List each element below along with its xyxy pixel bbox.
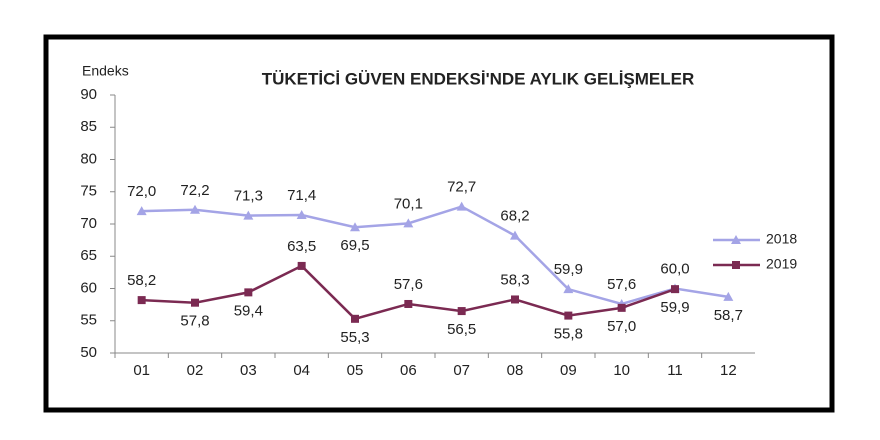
x-tick-label: 02 — [187, 362, 204, 379]
legend-label: 2018 — [766, 231, 797, 247]
y-tick-label: 70 — [80, 215, 97, 232]
data-label: 59,4 — [234, 302, 263, 319]
marker — [456, 201, 467, 211]
y-tick-label: 55 — [80, 312, 97, 329]
marker — [244, 288, 253, 297]
data-label: 63,5 — [287, 238, 316, 255]
marker — [732, 261, 740, 269]
data-label: 55,3 — [340, 329, 369, 346]
y-tick-label: 65 — [80, 247, 97, 264]
marker — [190, 204, 200, 214]
y-tick-label: 85 — [80, 118, 97, 135]
x-tick-label: 05 — [347, 362, 364, 379]
x-tick-label: 12 — [720, 362, 737, 379]
series-line — [141, 205, 729, 306]
marker — [403, 218, 414, 228]
marker — [731, 235, 741, 244]
y-tick-label: 90 — [80, 86, 97, 103]
marker — [511, 295, 519, 304]
data-label: 59,9 — [660, 299, 689, 316]
marker — [671, 285, 679, 294]
frame — [43, 34, 835, 413]
data-label: 70,1 — [394, 195, 423, 212]
chart-title: TÜKETİCİ GÜVEN ENDEKSİ'NDE AYLIK GELİŞME… — [262, 69, 695, 88]
marker — [563, 284, 574, 294]
marker — [191, 298, 199, 307]
y-tick-label: 60 — [80, 279, 97, 296]
x-tick-label: 11 — [667, 362, 683, 379]
marker — [137, 296, 146, 305]
data-label: 60,0 — [660, 260, 689, 277]
marker — [723, 291, 734, 301]
data-label: 55,8 — [554, 326, 583, 343]
x-tick-label: 03 — [240, 362, 257, 379]
marker — [404, 299, 413, 308]
marker — [243, 210, 254, 220]
data-label: 58,2 — [127, 272, 156, 289]
x-tick-label: 10 — [613, 362, 630, 379]
marker — [297, 261, 306, 270]
data-label: 57,8 — [180, 313, 209, 330]
data-label: 68,2 — [500, 208, 529, 225]
x-tick-label: 06 — [400, 362, 417, 379]
y-tick-label: 80 — [80, 150, 97, 167]
data-label: 56,5 — [447, 321, 476, 338]
data-label: 72,2 — [180, 182, 209, 199]
marker — [617, 303, 626, 312]
data-label: 58,3 — [500, 271, 529, 288]
x-tick-label: 01 — [133, 362, 150, 379]
y-tick-label: 75 — [80, 183, 97, 200]
data-label: 71,4 — [287, 187, 316, 204]
marker — [564, 311, 573, 320]
data-label: 59,9 — [554, 261, 583, 278]
data-label: 71,3 — [234, 188, 263, 205]
data-label: 57,6 — [607, 276, 636, 293]
legend-label: 2019 — [766, 256, 797, 272]
x-tick-label: 04 — [293, 362, 310, 379]
data-label: 57,6 — [394, 276, 423, 293]
marker — [457, 307, 466, 316]
data-label: 57,0 — [607, 318, 636, 335]
marker — [136, 206, 147, 216]
data-label: 72,0 — [127, 183, 156, 200]
marker — [350, 222, 360, 232]
y-axis-label: Endeks — [82, 63, 129, 79]
marker — [510, 230, 520, 240]
marker — [351, 314, 359, 323]
data-label: 72,7 — [447, 179, 476, 196]
data-label: 69,5 — [340, 237, 369, 254]
x-tick-label: 07 — [453, 362, 470, 379]
data-label: 58,7 — [714, 307, 743, 324]
y-tick-label: 50 — [80, 344, 97, 361]
x-tick-label: 09 — [560, 362, 577, 379]
x-tick-label: 08 — [507, 362, 524, 379]
marker — [296, 209, 307, 219]
